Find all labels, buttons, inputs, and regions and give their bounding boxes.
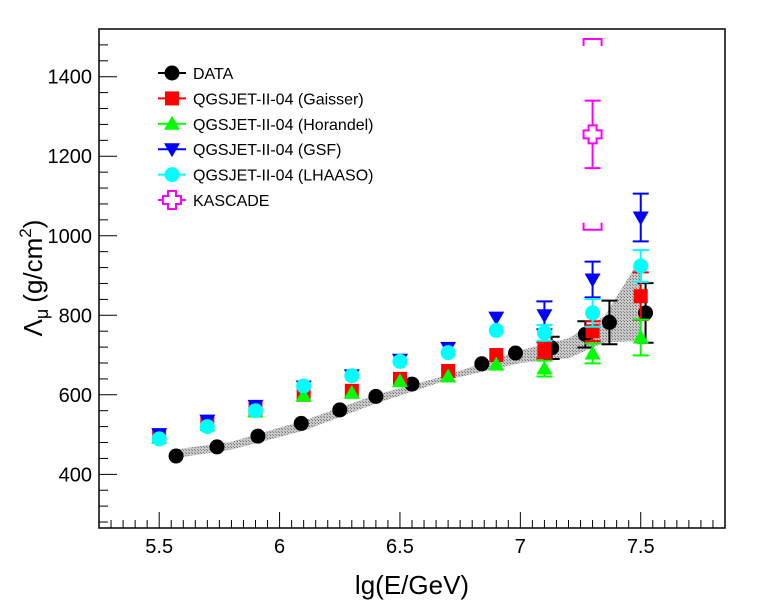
legend-marker bbox=[164, 167, 180, 183]
x-tick-label: 6 bbox=[274, 536, 285, 558]
data-point bbox=[199, 419, 215, 435]
y-tick-label: 400 bbox=[59, 464, 92, 486]
series-4 bbox=[151, 249, 649, 447]
x-tick-label: 7 bbox=[515, 536, 526, 558]
sys-bracket-low bbox=[582, 222, 603, 231]
legend-entry: KASCADE bbox=[158, 190, 269, 210]
legend-label: QGSJET-II-04 (Gaisser) bbox=[193, 91, 364, 108]
data-point bbox=[295, 387, 312, 402]
legend-marker bbox=[164, 143, 180, 158]
data-point bbox=[368, 388, 384, 404]
data-point bbox=[633, 258, 649, 274]
legend-label: QGSJET-II-04 (LHAASO) bbox=[193, 168, 373, 185]
data-point bbox=[332, 402, 348, 418]
legend-marker bbox=[162, 190, 182, 210]
x-tick-label: 5.5 bbox=[145, 536, 173, 558]
x-tick-label: 7.5 bbox=[627, 536, 655, 558]
legend-entry: DATA bbox=[158, 65, 234, 83]
data-point bbox=[632, 329, 649, 344]
legend-label: QGSJET-II-04 (Horandel) bbox=[193, 117, 374, 134]
data-point bbox=[584, 345, 601, 360]
y-axis-label-unit: (g/cm bbox=[18, 238, 48, 303]
y-axis: 400 600 800 1000 1200 1400 bbox=[48, 28, 117, 523]
data-point bbox=[582, 124, 603, 145]
data-point bbox=[474, 356, 490, 372]
legend-marker bbox=[164, 115, 180, 130]
data-point bbox=[536, 360, 553, 375]
data-point bbox=[632, 211, 649, 226]
data-point bbox=[343, 384, 360, 399]
data-point bbox=[633, 289, 648, 304]
y-axis-label-symbol: Λ bbox=[18, 318, 48, 336]
data-point bbox=[293, 415, 309, 431]
data-point bbox=[392, 353, 408, 369]
data-point bbox=[296, 378, 312, 394]
data-point bbox=[440, 345, 456, 361]
y-tick-label: 1200 bbox=[48, 146, 93, 168]
data-point bbox=[536, 325, 552, 341]
x-axis: 5.5 6 6.5 7 7.5 bbox=[110, 512, 726, 558]
data-point bbox=[489, 348, 504, 363]
data-point bbox=[488, 356, 505, 371]
legend-label: QGSJET-II-04 (GSF) bbox=[193, 142, 341, 159]
data-point bbox=[488, 311, 505, 326]
plot-area bbox=[151, 37, 654, 464]
x-tick-label: 6.5 bbox=[386, 536, 414, 558]
data-point bbox=[250, 428, 266, 444]
data-point bbox=[536, 309, 553, 324]
y-axis-label: Λμ (g/cm2) bbox=[16, 220, 52, 337]
y-tick-label: 1400 bbox=[48, 67, 93, 89]
legend-entry: QGSJET-II-04 (GSF) bbox=[158, 142, 341, 159]
legend-entry: QGSJET-II-04 (Gaisser) bbox=[158, 91, 364, 108]
y-tick-label: 1000 bbox=[48, 226, 93, 248]
data-point bbox=[404, 376, 420, 392]
data-point bbox=[168, 448, 184, 464]
data-point bbox=[601, 314, 617, 330]
data-point bbox=[344, 368, 360, 384]
x-axis-label: lg(E/GeV) bbox=[355, 570, 469, 600]
data-point bbox=[440, 368, 457, 383]
y-tick-label: 800 bbox=[59, 305, 92, 327]
data-point bbox=[585, 305, 601, 321]
data-point bbox=[488, 322, 504, 338]
legend-entry: QGSJET-II-04 (Horandel) bbox=[158, 115, 374, 134]
legend-label: DATA bbox=[193, 66, 234, 83]
data-point bbox=[209, 439, 225, 455]
data-point bbox=[151, 431, 167, 447]
data-point bbox=[248, 403, 263, 419]
data-point bbox=[391, 373, 408, 388]
series-5 bbox=[582, 37, 603, 231]
legend-marker bbox=[164, 65, 180, 81]
data-point bbox=[638, 305, 654, 321]
legend-label: KASCADE bbox=[193, 193, 269, 210]
legend-marker bbox=[165, 91, 179, 106]
y-axis-label-subscript: μ bbox=[32, 309, 52, 319]
y-axis-label-superscript: 2 bbox=[16, 228, 35, 237]
data-point bbox=[584, 273, 601, 288]
legend: DATA QGSJET-II-04 (Gaisser) QGSJET-II-04 (… bbox=[158, 65, 374, 210]
data-point bbox=[508, 345, 524, 361]
y-axis-label-unit-close: ) bbox=[18, 220, 48, 229]
legend-entry: QGSJET-II-04 (LHAASO) bbox=[158, 167, 373, 185]
y-tick-label: 600 bbox=[59, 385, 92, 407]
data-point bbox=[537, 343, 552, 358]
sys-bracket-high bbox=[582, 37, 603, 46]
